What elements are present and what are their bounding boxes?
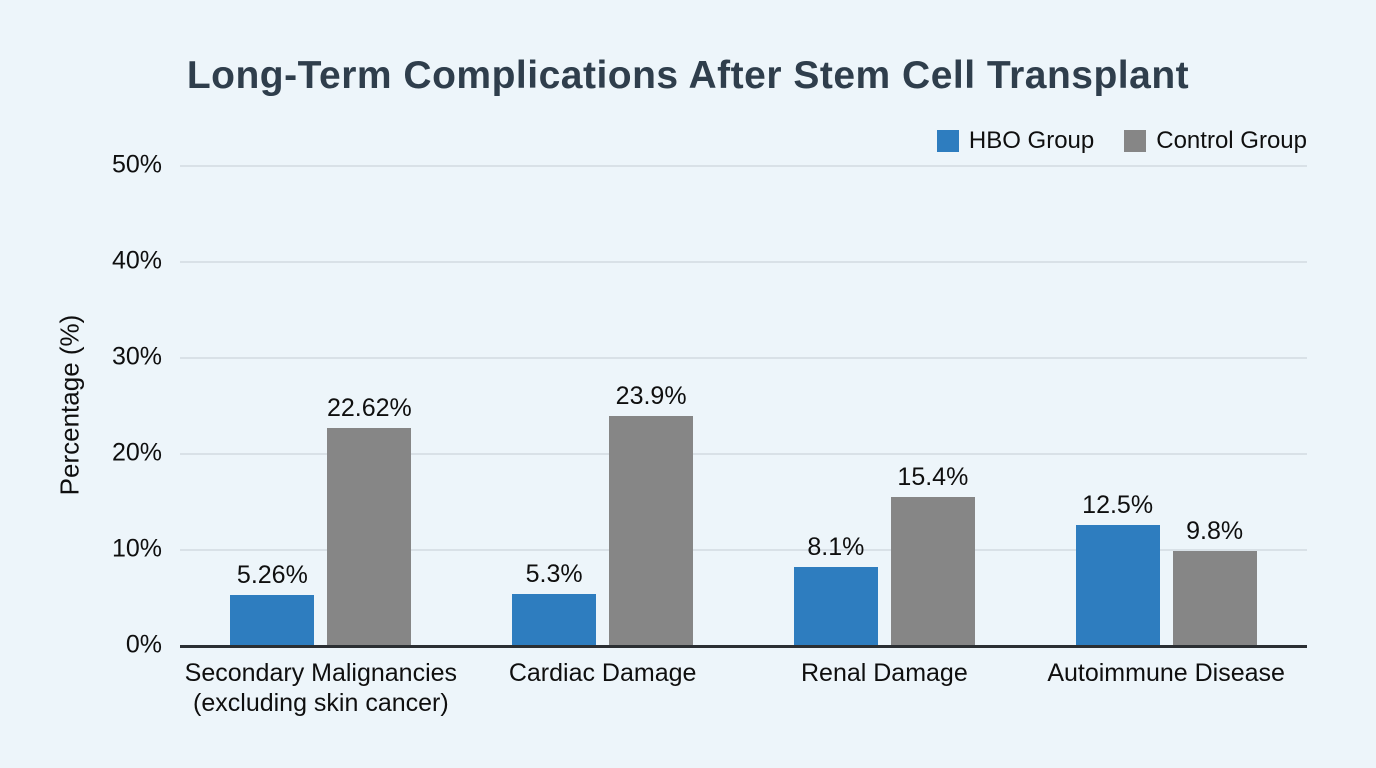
x-category-label: Secondary Malignancies (excluding skin ca… — [184, 659, 458, 717]
legend-swatch-icon — [936, 130, 959, 152]
y-tick-label: 20% — [111, 438, 162, 467]
gridline — [180, 549, 1307, 551]
bar-value-label: 5.3% — [525, 560, 583, 589]
bar-value-label: 23.9% — [615, 381, 687, 410]
chart-title: Long-Term Complications After Stem Cell … — [186, 54, 1190, 97]
bar-control-group: 15.4% — [890, 463, 975, 645]
x-axis-labels: Secondary Malignancies (excluding skin ca… — [180, 659, 1307, 718]
legend-label: HBO Group — [968, 127, 1095, 154]
bar-value-label: 15.4% — [897, 463, 969, 492]
bar-group: 5.26% 22.62% — [180, 165, 462, 645]
bar-control-group: 23.9% — [609, 382, 694, 645]
gridline — [180, 261, 1307, 263]
bar-value-label: 9.8% — [1186, 516, 1244, 545]
gridline — [180, 165, 1307, 167]
bar-group: 12.5% 9.8% — [1025, 165, 1307, 645]
bar-group: 8.1% 15.4% — [744, 165, 1026, 645]
gridline — [180, 357, 1307, 359]
bar-control-group: 9.8% — [1172, 517, 1257, 645]
plot-area: 5.26% 22.62% 5.3% 23.9% 8.1% 15.4% 12.5% 9.8% — [180, 165, 1307, 648]
x-category-label: Renal Damage — [800, 659, 968, 687]
bar-value-label: 8.1% — [807, 533, 865, 562]
legend-item: Control Group — [1124, 127, 1307, 155]
bar-value-label: 22.62% — [326, 393, 412, 422]
gridline — [180, 453, 1307, 455]
y-tick-label: 40% — [111, 246, 162, 275]
bar-hbo-group: 12.5% — [1075, 491, 1160, 645]
legend-swatch-icon — [1124, 130, 1147, 152]
x-category-label: Autoimmune Disease — [1047, 659, 1285, 687]
bar-hbo-group: 5.26% — [230, 561, 315, 645]
legend-item: HBO Group — [936, 127, 1095, 155]
y-tick-label: 50% — [111, 150, 162, 179]
y-axis-ticks: 50% 40% 30% 20% 10% 0% — [0, 151, 162, 659]
bar-group: 5.3% 23.9% — [462, 165, 744, 645]
y-tick-label: 30% — [111, 342, 162, 371]
bar-value-label: 12.5% — [1082, 491, 1154, 519]
bar-value-label: 5.26% — [236, 560, 308, 589]
legend: HBO Group Control Group — [936, 127, 1307, 155]
x-category-label: Cardiac Damage — [508, 659, 697, 687]
legend-label: Control Group — [1156, 127, 1307, 154]
bar-hbo-group: 8.1% — [793, 533, 878, 645]
y-tick-label: 0% — [125, 630, 162, 659]
y-tick-label: 10% — [111, 534, 162, 563]
bar-hbo-group: 5.3% — [512, 560, 597, 645]
bar-control-group: 22.62% — [327, 394, 412, 645]
